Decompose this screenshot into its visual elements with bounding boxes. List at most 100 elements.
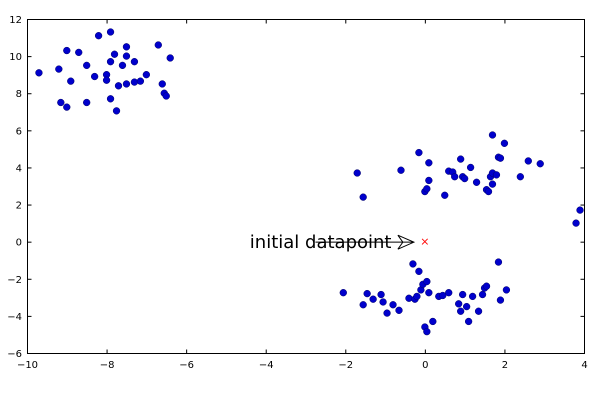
plot-frame: [27, 19, 585, 354]
data-point: [425, 159, 433, 167]
x-tick-label: 0: [422, 360, 428, 371]
data-point: [359, 301, 367, 309]
data-point: [468, 292, 477, 301]
data-point: [405, 294, 413, 302]
data-point: [429, 317, 437, 326]
data-point: [460, 174, 469, 183]
axes: [27, 19, 585, 354]
data-point: [415, 148, 423, 157]
x-tick-label: 2: [502, 360, 508, 371]
data-point: [455, 300, 463, 308]
data-point: [478, 290, 487, 299]
data-point: [379, 298, 387, 306]
data-point: [423, 328, 431, 336]
data-point: [409, 260, 417, 268]
data-point: [425, 289, 433, 297]
data-point: [106, 58, 115, 66]
data-point: [502, 286, 511, 294]
data-point: [154, 41, 162, 49]
data-point: [122, 43, 131, 51]
data-point: [423, 185, 431, 193]
y-tick-label: 4: [16, 163, 22, 174]
data-point: [536, 160, 544, 168]
data-point: [492, 171, 501, 179]
data-point: [516, 173, 524, 181]
ticks: −10 −8 −6 −4 −2 0 2 4 −6 −4 −2 0 2 4 6 8 10 12: [7, 15, 587, 371]
data-point: [67, 77, 75, 85]
data-point: [136, 77, 145, 85]
annotation-label: initial datapoint: [250, 232, 392, 253]
data-point: [572, 219, 580, 227]
data-point: [466, 163, 475, 172]
annotation-arrow: [315, 234, 416, 250]
x-tick-label: −4: [259, 360, 274, 371]
data-point: [75, 48, 83, 57]
data-point: [488, 180, 497, 188]
data-point: [484, 187, 493, 196]
y-tick-label: −6: [7, 349, 22, 360]
data-point: [83, 98, 91, 107]
data-point: [130, 78, 139, 86]
data-point: [482, 282, 491, 290]
x-tick-label: 4: [581, 360, 587, 371]
y-tick-label: 2: [16, 201, 22, 212]
data-point: [464, 317, 473, 326]
data-point: [496, 154, 505, 162]
data-point: [359, 193, 367, 201]
data-point: [439, 291, 447, 300]
y-tick-label: −4: [7, 312, 22, 323]
data-point: [106, 95, 115, 103]
data-point: [474, 307, 483, 315]
x-tick-label: −2: [338, 360, 353, 371]
data-point: [63, 46, 71, 55]
data-point: [122, 80, 131, 88]
data-point: [496, 296, 505, 304]
data-point: [445, 289, 453, 297]
data-point: [423, 277, 431, 286]
data-point: [353, 169, 361, 177]
data-point: [441, 191, 449, 199]
data-point: [459, 290, 467, 299]
data-point: [395, 306, 403, 314]
x-tick-label: −6: [179, 360, 194, 371]
data-point: [339, 289, 347, 297]
data-point: [110, 50, 119, 58]
data-point: [389, 301, 397, 309]
data-point: [57, 98, 65, 107]
annotation: initial datapoint: [250, 232, 416, 253]
data-point: [363, 289, 371, 298]
y-tick-label: 10: [9, 52, 22, 63]
data-point: [462, 302, 471, 311]
initial-datapoint-marker: [421, 238, 428, 245]
data-point: [425, 176, 433, 185]
data-point: [158, 80, 166, 88]
data-point: [576, 206, 584, 214]
data-point: [488, 131, 497, 139]
data-point: [500, 139, 509, 147]
data-point: [94, 32, 103, 40]
data-point: [524, 157, 532, 165]
data-point: [102, 76, 111, 84]
data-point: [130, 58, 139, 66]
data-point: [142, 71, 151, 79]
data-point: [494, 258, 503, 266]
data-point: [369, 295, 377, 303]
data-point: [472, 178, 481, 186]
data-point: [383, 309, 391, 317]
data-point: [415, 267, 423, 276]
data-point: [397, 166, 405, 174]
data-point: [83, 61, 91, 70]
data-point: [106, 28, 115, 36]
data-point: [112, 107, 121, 115]
x-tick-label: −8: [100, 360, 115, 371]
data-point: [457, 307, 465, 315]
data-point: [413, 292, 421, 301]
data-point: [114, 82, 123, 90]
y-tick-label: 0: [16, 238, 22, 249]
data-points: [35, 28, 584, 336]
data-point: [457, 155, 465, 163]
data-point: [166, 54, 174, 62]
data-point: [122, 52, 131, 60]
data-point: [35, 69, 43, 77]
data-point: [377, 290, 385, 299]
